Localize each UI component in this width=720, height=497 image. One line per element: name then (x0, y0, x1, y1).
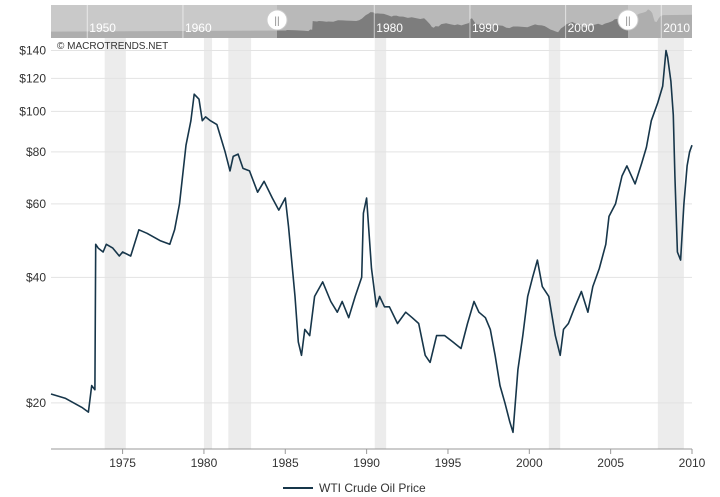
navigator-mask-left (51, 5, 277, 38)
recession-band-0 (104, 38, 126, 449)
navigator-series-area (51, 9, 692, 38)
navigator-year-label-4: 2000 (568, 21, 595, 35)
navigator-year-label-5: 2010 (663, 21, 690, 35)
series-line-wti[interactable] (50, 49, 693, 434)
navigator-year-label-0: 1950 (89, 21, 116, 35)
legend-label-wti: WTI Crude Oil Price (319, 481, 426, 495)
y-tick-label-5: $120 (19, 71, 46, 85)
watermark: © MACROTRENDS.NET (57, 41, 168, 52)
y-tick-label-2: $60 (26, 197, 46, 211)
navigator-handle-right[interactable]: || (617, 9, 639, 31)
y-tick-label-0: $20 (26, 396, 46, 410)
navigator-handle-left[interactable]: || (266, 9, 288, 31)
y-tick-label-1: $40 (26, 270, 46, 284)
recession-band-4 (548, 38, 561, 449)
x-tick-label-2: 1985 (272, 456, 299, 470)
navigator[interactable]: 1950 1960 1980 1990 2000 2010 || || (51, 5, 692, 38)
x-tick-label-3: 1990 (353, 456, 380, 470)
recession-band-3 (374, 38, 387, 449)
navigator-handle-left-glyph: || (274, 16, 279, 27)
navigator-year-label-2: 1980 (376, 21, 403, 35)
navigator-year-label-1: 1960 (185, 21, 212, 35)
y-tick-label-6: $140 (19, 43, 46, 57)
x-tick-label-5: 2000 (516, 456, 543, 470)
recession-band-2 (228, 38, 252, 449)
x-tick-label-6: 2005 (597, 456, 624, 470)
recession-band-5 (657, 38, 684, 449)
navigator-year-label-3: 1990 (472, 21, 499, 35)
legend[interactable]: WTI Crude Oil Price (283, 481, 426, 495)
plot-area: 1975 1980 1985 1990 1995 2000 2005 2010 $20 $40 $… (19, 38, 706, 470)
navigator-mask-right (628, 5, 692, 38)
recession-band-1 (203, 38, 213, 449)
navigator-handle-right-glyph: || (625, 16, 630, 27)
x-tick-label-7: 2010 (679, 456, 706, 470)
y-tick-label-3: $80 (26, 145, 46, 159)
x-tick-label-4: 1995 (435, 456, 462, 470)
x-tick-label-0: 1975 (109, 456, 136, 470)
x-tick-label-1: 1980 (191, 456, 218, 470)
y-tick-label-4: $100 (19, 104, 46, 118)
